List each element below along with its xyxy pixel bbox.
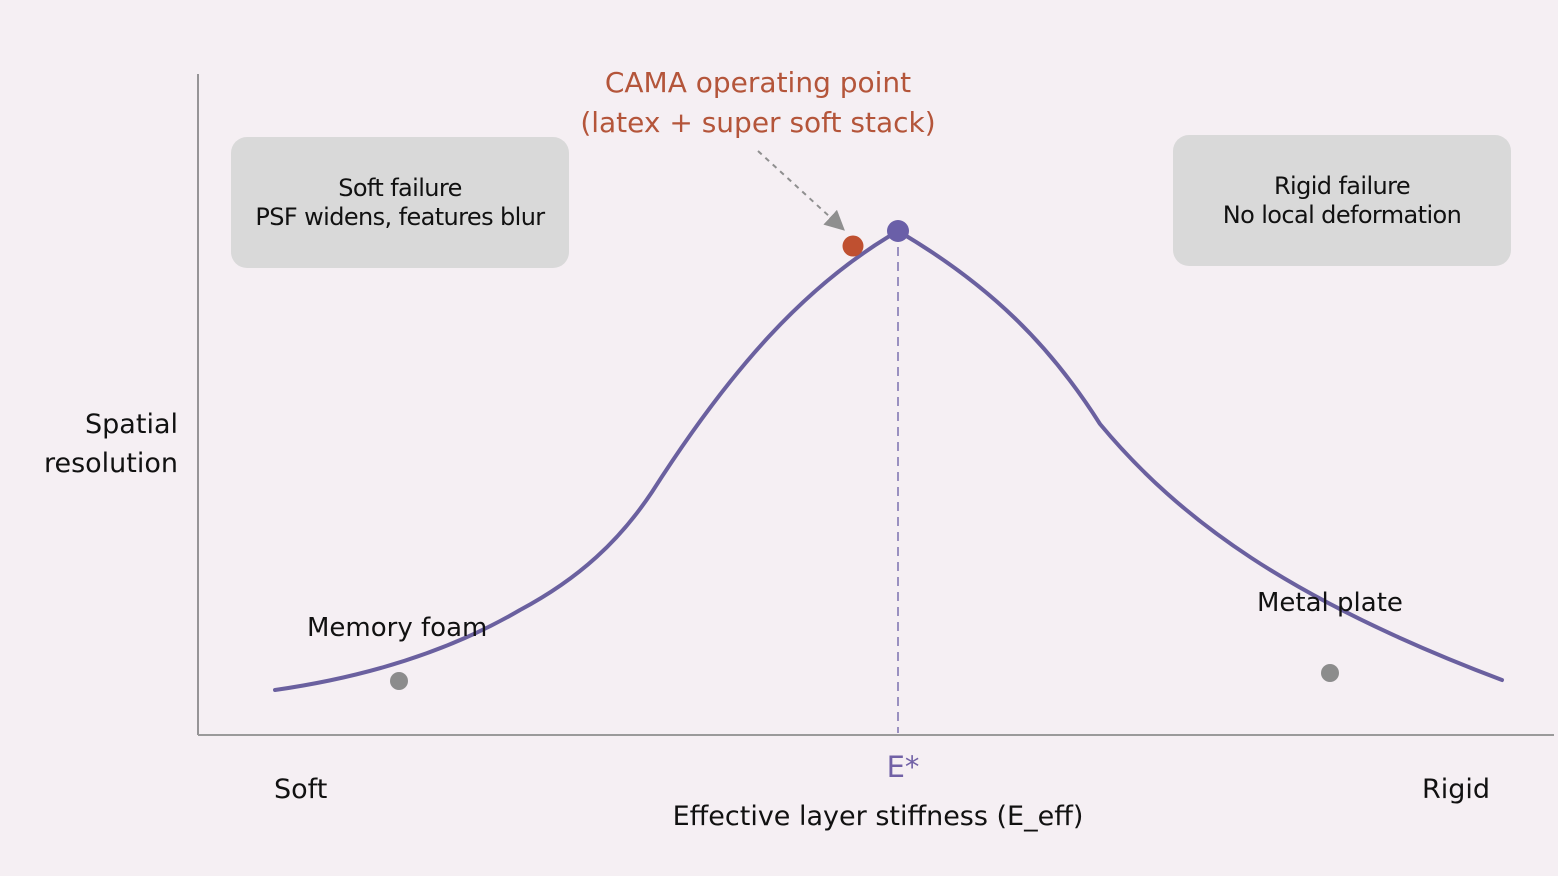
callout-arrow xyxy=(757,150,845,231)
cama-callout-label: CAMA operating point (latex + super soft… xyxy=(558,63,958,143)
x-axis-title: Effective layer stiffness (E_eff) xyxy=(672,801,1084,832)
x-axis-rigid-label: Rigid xyxy=(1422,774,1491,805)
soft-failure-box: Soft failure PSF widens, features blur xyxy=(231,137,569,268)
rigid-failure-title: Rigid failure xyxy=(1273,171,1411,200)
rigid-failure-description: No local deformation xyxy=(1222,200,1462,229)
soft-failure-description: PSF widens, features blur xyxy=(255,202,545,231)
y-axis-label-line2: resolution xyxy=(43,448,178,479)
memory-foam-point xyxy=(390,672,408,690)
cama-operating-point xyxy=(842,235,864,257)
x-axis-soft-label: Soft xyxy=(274,774,328,805)
memory-foam-label: Memory foam xyxy=(307,613,488,643)
cama-callout-line2: (latex + super soft stack) xyxy=(580,106,936,139)
rigid-failure-box: Rigid failure No local deformation xyxy=(1173,135,1511,266)
soft-failure-title: Soft failure xyxy=(338,173,462,202)
metal-plate-point xyxy=(1321,664,1339,682)
y-axis-label-line1: Spatial xyxy=(85,409,178,440)
optimum-stiffness-label: E* xyxy=(886,750,920,784)
metal-plate-label: Metal plate xyxy=(1257,588,1403,618)
peak-point xyxy=(887,220,909,242)
cama-callout-line1: CAMA operating point xyxy=(604,66,912,99)
y-axis-label: Spatial resolution xyxy=(44,405,178,483)
resolution-curve xyxy=(273,228,1504,692)
